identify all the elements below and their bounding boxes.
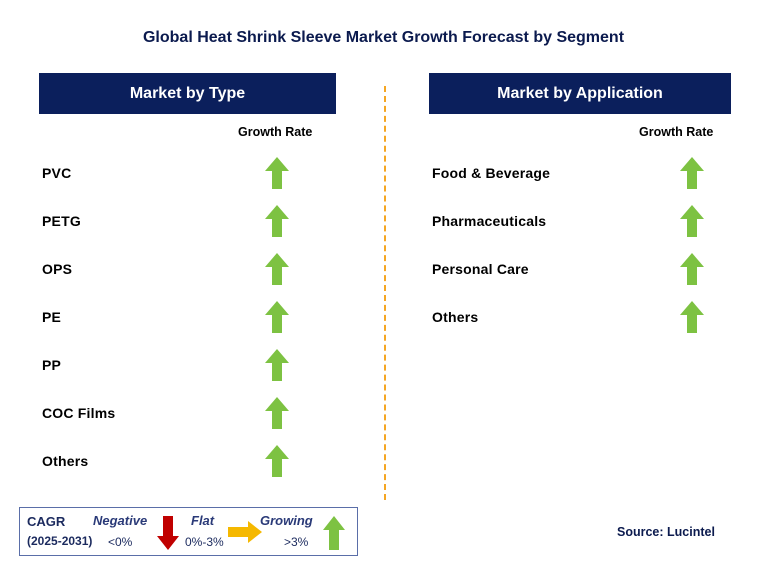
growing-arrow-icon [680,301,704,333]
segment-row: Personal Care [432,253,734,285]
panel-divider [384,86,386,500]
segment-row: PP [42,349,339,381]
cagr-legend: CAGR (2025-2031) Negative <0% Flat 0%-3%… [19,507,358,556]
legend-growing-label: Growing [260,513,313,528]
growing-arrow-icon [265,445,289,477]
segment-label: Others [42,453,89,469]
type-growth-rate-header: Growth Rate [238,125,313,139]
page-title: Global Heat Shrink Sleeve Market Growth … [142,29,625,46]
growing-arrow-icon [265,301,289,333]
segment-row: Food & Beverage [432,157,734,189]
segment-label: Personal Care [432,261,529,277]
segment-row: PE [42,301,339,333]
growing-arrow-icon [265,253,289,285]
legend-negative-label: Negative [93,513,148,528]
growing-arrow-icon [680,253,704,285]
growing-arrow-icon [265,397,289,429]
segment-row: COC Films [42,397,339,429]
market-by-type-panel: Market by Type Growth Rate PVC PETG OPS PE P… [39,73,336,477]
market-by-type-header: Market by Type [39,73,336,114]
segment-row: OPS [42,253,339,285]
segment-row: PETG [42,205,339,237]
growing-arrow-icon [680,205,704,237]
growing-arrow-icon [323,516,345,550]
market-by-application-header: Market by Application [429,73,731,114]
legend-growing-range: >3% [284,535,309,549]
segment-row: Pharmaceuticals [432,205,734,237]
market-by-application-panel: Market by Application Growth Rate Food &… [429,73,731,333]
legend-period: (2025-2031) [27,534,93,548]
legend-flat-label: Flat [191,513,215,528]
segment-row: Others [432,301,734,333]
segment-label: Others [432,309,479,325]
growing-arrow-icon [265,349,289,381]
segment-label: OPS [42,261,73,277]
legend-flat-range: 0%-3% [185,535,224,549]
segment-label: COC Films [42,405,116,421]
segment-label: PETG [42,213,81,229]
segment-label: Pharmaceuticals [432,213,547,229]
negative-arrow-icon [157,516,179,550]
legend-cagr-label: CAGR [27,514,66,529]
segment-label: Food & Beverage [432,165,551,181]
growing-arrow-icon [265,157,289,189]
segment-label: PP [42,357,62,373]
flat-arrow-icon [228,521,262,543]
segment-row: PVC [42,157,339,189]
segment-label: PE [42,309,62,325]
segment-row: Others [42,445,339,477]
segment-label: PVC [42,165,72,181]
growing-arrow-icon [265,205,289,237]
source-note: Source: Lucintel [617,525,715,539]
application-growth-rate-header: Growth Rate [639,125,714,139]
legend-negative-range: <0% [108,535,133,549]
growing-arrow-icon [680,157,704,189]
